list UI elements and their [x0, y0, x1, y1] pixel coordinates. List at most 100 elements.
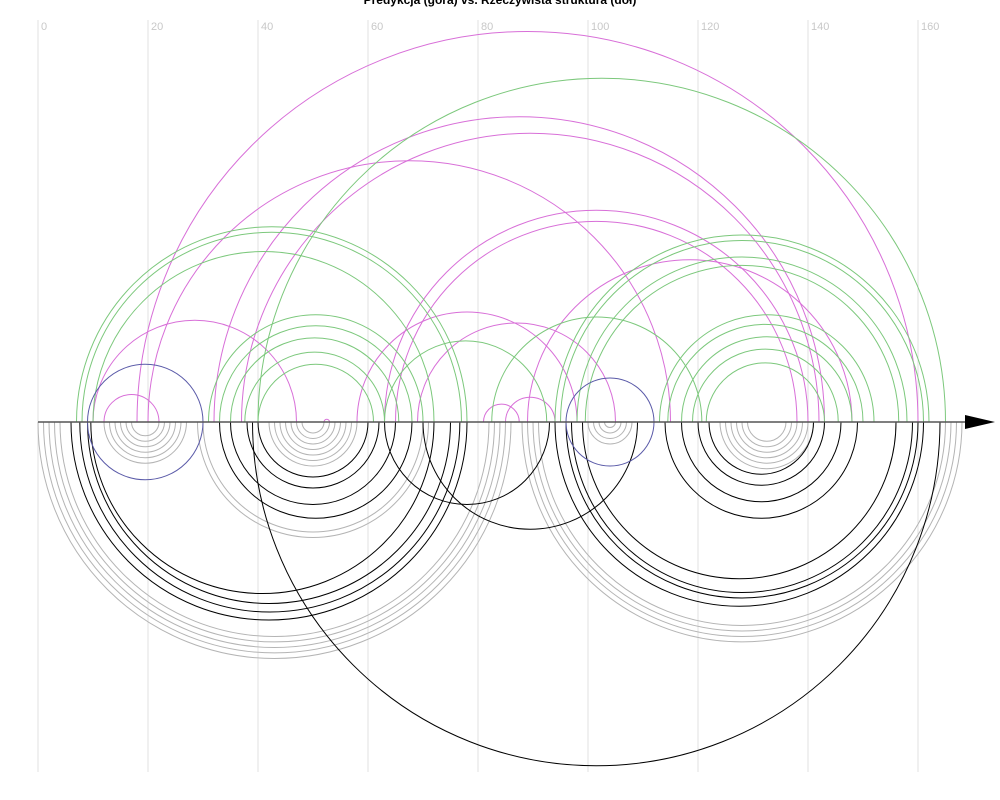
top-arc: [527, 259, 853, 423]
top-arc: [257, 77, 946, 423]
bottom-arc: [120, 421, 171, 448]
top-arc: [659, 314, 875, 423]
bottom-arc: [125, 421, 165, 442]
bottom-arc: [114, 421, 176, 453]
bottom-arc: [538, 421, 946, 626]
bottom-arc: [747, 421, 787, 442]
bottom-arc: [604, 421, 616, 428]
bottom-arc: [90, 421, 435, 595]
bottom-arc: [70, 421, 468, 621]
bottom-arc: [571, 421, 913, 593]
top-arc: [219, 325, 413, 423]
top-arc: [213, 116, 825, 423]
bottom-arc: [246, 421, 380, 489]
bottom-arc: [708, 421, 814, 475]
top-arc: [241, 132, 820, 423]
bottom-arc: [230, 421, 396, 505]
bottom-arc: [279, 421, 347, 456]
x-tick-label: 100: [591, 21, 609, 33]
bottom-arc: [79, 421, 461, 613]
top-arc: [92, 251, 435, 423]
top-arc: [92, 319, 297, 423]
top-arc: [87, 363, 204, 423]
bottom-arc: [565, 421, 655, 467]
top-arc: [681, 336, 853, 423]
top-arc: [576, 256, 908, 423]
top-arc: [384, 209, 809, 423]
top-arc: [384, 340, 548, 423]
bottom-arc: [103, 421, 187, 464]
top-arc: [147, 160, 671, 423]
top-arc: [705, 362, 825, 423]
top-arc: [81, 231, 462, 423]
bottom-arc: [219, 421, 413, 519]
x-tick-label: 140: [811, 21, 829, 33]
bottom-arc: [37, 421, 512, 659]
bottom-arc: [274, 421, 352, 461]
axis-arrow: [965, 415, 995, 429]
top-arc: [565, 377, 655, 423]
bottom-arc: [109, 421, 182, 459]
bottom-arc: [582, 421, 897, 580]
bottom-arc: [719, 421, 814, 470]
bottom-arc: [725, 421, 809, 464]
top-arc: [103, 394, 160, 423]
top-arc: [491, 316, 703, 423]
top-arc: [483, 403, 520, 423]
top-arc: [230, 337, 400, 423]
top-arc: [692, 348, 839, 423]
top-arc: [667, 323, 864, 423]
bottom-arc: [87, 421, 451, 604]
bottom-arc: [59, 421, 490, 637]
bottom-arc: [290, 421, 336, 445]
top-arc: [208, 314, 424, 423]
x-tick-label: 20: [151, 21, 163, 33]
bottom-arc: [741, 421, 792, 448]
x-tick-label: 160: [921, 21, 939, 33]
bottom-arc: [48, 421, 501, 648]
chart-title: Predykcja (góra) vs. Rzeczywista struktu…: [364, 0, 637, 7]
bottom-arc: [730, 421, 803, 459]
x-tick-label: 0: [41, 21, 47, 33]
bottom-arc: [197, 421, 429, 538]
bottom-arc: [565, 421, 919, 599]
bottom-arc: [285, 421, 341, 450]
bottom-arc: [681, 421, 842, 503]
bottom-arc: [43, 421, 506, 654]
bottom-arc: [527, 421, 957, 637]
top-arc: [136, 31, 919, 423]
x-tick-label: 60: [371, 21, 383, 33]
bottom-arc: [422, 421, 638, 530]
top-arc: [257, 363, 374, 423]
bottom-arc: [521, 421, 963, 643]
bottom-arc: [736, 421, 798, 453]
bottom-arc: [593, 421, 627, 439]
bottom-arc: [268, 421, 358, 467]
bottom-arc: [384, 421, 550, 505]
bottom-arc: [664, 421, 858, 519]
bottom-arc: [202, 421, 424, 533]
bottom-arc: [554, 421, 924, 607]
bottom-arc: [532, 421, 952, 632]
bottom-arc: [598, 421, 622, 434]
top-arc: [560, 240, 924, 423]
top-arc: [505, 396, 556, 423]
bottom-arc: [257, 421, 369, 478]
top-arc: [356, 311, 578, 423]
top-arc: [554, 234, 930, 423]
top-arc: [244, 351, 385, 423]
x-tick-label: 80: [481, 21, 493, 33]
top-arc: [76, 226, 468, 423]
bottom-arc: [296, 421, 330, 439]
bottom-arc: [697, 421, 825, 486]
bottom-arc: [301, 421, 325, 434]
bottom-arc: [252, 421, 941, 767]
top-arc: [395, 220, 798, 423]
x-tick-label: 40: [261, 21, 273, 33]
bottom-arc: [131, 421, 160, 437]
top-arc: [584, 264, 900, 423]
bottom-arc: [54, 421, 495, 643]
bottom-arc: [587, 421, 633, 445]
bottom-arc: [87, 421, 204, 481]
